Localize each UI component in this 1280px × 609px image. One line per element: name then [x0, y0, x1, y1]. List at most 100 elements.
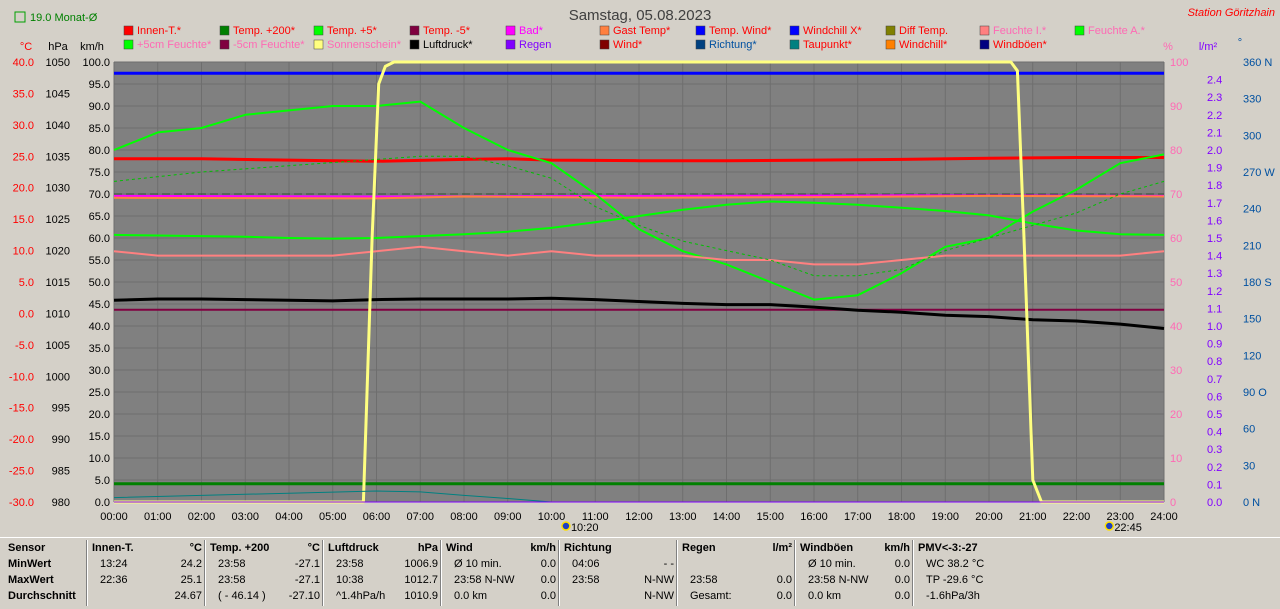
- legend-label[interactable]: Windchill X*: [803, 25, 862, 37]
- legend-swatch[interactable]: [313, 39, 324, 50]
- stats-row-value: -27.1: [294, 558, 320, 570]
- grid-lines: [113, 61, 1165, 503]
- month-avg-checkbox[interactable]: [14, 11, 26, 23]
- legend-label[interactable]: Temp. +5*: [327, 25, 378, 37]
- legend-label[interactable]: Diff Temp.: [899, 25, 948, 37]
- tick-label-direction: 0 N: [1243, 497, 1260, 509]
- legend-swatch[interactable]: [219, 39, 230, 50]
- x-tick-label: 12:00: [625, 511, 653, 523]
- tick-label-direction: 150: [1243, 314, 1261, 326]
- stats-row-value: 1006.9: [404, 558, 438, 570]
- legend-label[interactable]: Luftdruck*: [423, 39, 473, 51]
- x-tick-label: 21:00: [1019, 511, 1047, 523]
- legend-swatch[interactable]: [979, 39, 990, 50]
- tick-label-kmh: 35.0: [89, 343, 110, 355]
- legend-label[interactable]: Bad*: [519, 25, 544, 37]
- tick-label-kmh: 65.0: [89, 211, 110, 223]
- stats-row-label: 23:58: [218, 574, 246, 586]
- tick-label-percent: 0: [1170, 497, 1176, 509]
- legend-swatch[interactable]: [409, 39, 420, 50]
- x-tick-label: 02:00: [188, 511, 216, 523]
- tick-label-kmh: 25.0: [89, 387, 110, 399]
- stats-row-label: 23:58: [690, 574, 718, 586]
- legend-swatch[interactable]: [885, 25, 896, 36]
- legend-label[interactable]: Sonnenschein*: [327, 39, 402, 51]
- stats-column: Luftdruck hPa 23:58 1006.9 10:38 1012.7 ^1.4hP…: [328, 542, 438, 606]
- tick-label-direction: 90 O: [1243, 387, 1267, 399]
- legend-swatch[interactable]: [695, 39, 706, 50]
- stats-row: Gesamt: 0.0: [682, 590, 792, 606]
- legend-swatch[interactable]: [789, 25, 800, 36]
- legend-label[interactable]: Temp. +200*: [233, 25, 296, 37]
- legend-label[interactable]: Innen-T.*: [137, 25, 182, 37]
- legend-swatch[interactable]: [599, 39, 610, 50]
- legend-swatch[interactable]: [313, 25, 324, 36]
- legend-swatch[interactable]: [1074, 25, 1085, 36]
- stats-row-label: 0.0 km: [454, 590, 488, 602]
- tick-label-kmh: 100.0: [82, 57, 110, 69]
- tick-label-celsius: -30.0: [9, 497, 34, 509]
- legend-label[interactable]: Windböen*: [993, 39, 1048, 51]
- legend-label[interactable]: Richtung*: [709, 39, 757, 51]
- stats-row: 0.0 km 0.0: [446, 590, 556, 606]
- legend-label[interactable]: Wind*: [613, 39, 643, 51]
- x-tick-label: 15:00: [756, 511, 784, 523]
- legend-swatch[interactable]: [123, 25, 134, 36]
- legend-swatch[interactable]: [505, 39, 516, 50]
- legend-label[interactable]: Gast Temp*: [613, 25, 671, 37]
- tick-label-percent: 100: [1170, 57, 1188, 69]
- tick-label-hpa: 995: [52, 403, 70, 415]
- stats-row-label: ( - 46.14 ): [218, 590, 266, 602]
- legend-swatch[interactable]: [505, 25, 516, 36]
- tick-label-rain: 2.2: [1207, 110, 1222, 122]
- stats-column: Windböen km/h Ø 10 min. 0.0 23:58 N-NW 0.0 0.0…: [800, 542, 910, 606]
- tick-label-kmh: 10.0: [89, 453, 110, 465]
- tick-label-rain: 1.1: [1207, 303, 1222, 315]
- legend-label[interactable]: +5cm Feuchte*: [137, 39, 212, 51]
- legend-label[interactable]: Regen: [519, 39, 551, 51]
- legend-label[interactable]: Feuchte A.*: [1088, 25, 1146, 37]
- legend-label[interactable]: -5cm Feuchte*: [233, 39, 305, 51]
- tick-label-rain: 1.2: [1207, 286, 1222, 298]
- stats-row: WC 38.2 °C: [918, 558, 1028, 574]
- tick-label-kmh: 0.0: [95, 497, 110, 509]
- legend-swatch[interactable]: [123, 39, 134, 50]
- legend-swatch[interactable]: [979, 25, 990, 36]
- legend-swatch[interactable]: [219, 25, 230, 36]
- stats-row-label: 13:24: [100, 558, 128, 570]
- stats-column-title: Wind: [446, 542, 473, 554]
- legend-swatch[interactable]: [409, 25, 420, 36]
- stats-row-label: 10:38: [336, 574, 364, 586]
- legend-swatch[interactable]: [789, 39, 800, 50]
- tick-label-kmh: 45.0: [89, 299, 110, 311]
- tick-label-celsius: 10.0: [13, 246, 34, 258]
- x-tick-label: 07:00: [406, 511, 434, 523]
- series-innen-t-: [114, 156, 1164, 163]
- tick-label-hpa: 1005: [46, 340, 70, 352]
- legend-label[interactable]: Feuchte I.*: [993, 25, 1047, 37]
- stats-column-unit: l/m²: [772, 542, 792, 554]
- legend-label[interactable]: Windchill*: [899, 39, 948, 51]
- tick-label-rain: 0.2: [1207, 462, 1222, 474]
- tick-label-direction: 60: [1243, 424, 1255, 436]
- legend-label[interactable]: Temp. -5*: [423, 25, 471, 37]
- tick-label-rain: 1.5: [1207, 233, 1222, 245]
- stats-row: -1.6hPa/3h: [918, 590, 1028, 606]
- tick-label-direction: 300: [1243, 130, 1261, 142]
- stats-column: Temp. +200 °C 23:58 -27.1 23:58 -27.1 ( - 46.1…: [210, 542, 320, 606]
- legend-swatch[interactable]: [599, 25, 610, 36]
- x-tick-label: 09:00: [494, 511, 522, 523]
- x-tick-label: 05:00: [319, 511, 347, 523]
- legend-swatch[interactable]: [885, 39, 896, 50]
- stats-row-label: 23:58: [572, 574, 600, 586]
- stats-column: PMV<-3:-27 WC 38.2 °C TP -29.6 °C -1.6hPa/3…: [918, 542, 1028, 606]
- tick-label-hpa: 1000: [46, 371, 70, 383]
- tick-label-kmh: 85.0: [89, 123, 110, 135]
- time-markers: 10:20 22:45: [561, 521, 1142, 534]
- legend-label[interactable]: Taupunkt*: [803, 39, 853, 51]
- x-tick-label: 24:00: [1150, 511, 1178, 523]
- tick-label-hpa: 1035: [46, 151, 70, 163]
- tick-label-kmh: 40.0: [89, 321, 110, 333]
- legend-label[interactable]: Temp. Wind*: [709, 25, 772, 37]
- legend-swatch[interactable]: [695, 25, 706, 36]
